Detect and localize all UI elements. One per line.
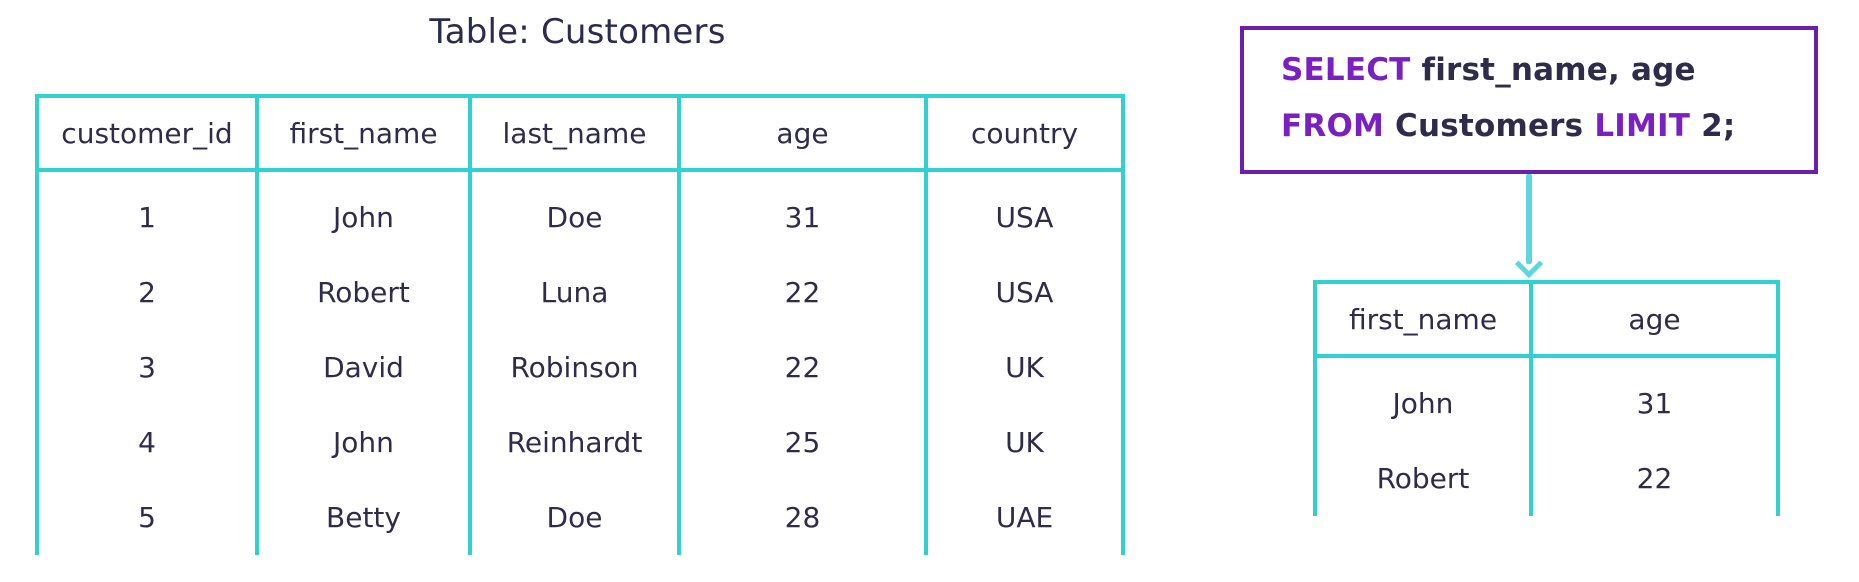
table-cell: Betty [255, 480, 472, 555]
table-cell: 22 [677, 330, 928, 405]
header-country: country [924, 94, 1125, 172]
table-cell: Robert [255, 255, 472, 330]
sql-select-columns: first_name, age [1410, 52, 1696, 88]
table-row: 3 David Robinson 22 UK [35, 330, 1125, 405]
query-line-1: SELECT first_name, age [1281, 52, 1696, 88]
sql-query-box: SELECT first_name, age FROM Customers LI… [1240, 26, 1818, 174]
header-age: age [677, 94, 928, 172]
sql-table-name: Customers [1384, 108, 1595, 144]
table-cell: Luna [468, 255, 681, 330]
table-cell: John [1313, 356, 1533, 441]
table-cell: 28 [677, 480, 928, 555]
table-cell: 22 [1529, 441, 1780, 516]
sql-keyword-limit: LIMIT [1594, 108, 1691, 144]
table-cell: 2 [35, 255, 259, 330]
result-table: first_name age John 31 Robert 22 [1313, 280, 1780, 516]
header-customer-id: customer_id [35, 94, 259, 172]
table-row: John 31 [1313, 356, 1780, 441]
arrow-head [1514, 249, 1544, 279]
table-cell: John [255, 405, 472, 480]
table-cell: 5 [35, 480, 259, 555]
table-cell: Robert [1313, 441, 1533, 516]
table-cell: 31 [1529, 356, 1780, 441]
arrow-shaft [1526, 174, 1532, 264]
result-header-row: first_name age [1313, 280, 1780, 358]
table-cell: USA [924, 255, 1125, 330]
table-cell: 1 [35, 170, 259, 255]
table-cell: 31 [677, 170, 928, 255]
table-row: 1 John Doe 31 USA [35, 170, 1125, 255]
sql-limit-value: 2; [1690, 108, 1736, 144]
result-header-age: age [1529, 280, 1780, 358]
table-cell: 4 [35, 405, 259, 480]
customers-table: customer_id first_name last_name age cou… [35, 94, 1125, 555]
table-cell: 25 [677, 405, 928, 480]
customers-header-row: customer_id first_name last_name age cou… [35, 94, 1125, 172]
table-cell: 22 [677, 255, 928, 330]
table-cell: Doe [468, 170, 681, 255]
table-row: 5 Betty Doe 28 UAE [35, 480, 1125, 555]
table-row: Robert 22 [1313, 441, 1780, 516]
table-cell: Robinson [468, 330, 681, 405]
table-cell: UAE [924, 480, 1125, 555]
table-cell: David [255, 330, 472, 405]
table-row: 2 Robert Luna 22 USA [35, 255, 1125, 330]
table-cell: USA [924, 170, 1125, 255]
table-cell: 3 [35, 330, 259, 405]
result-header-first-name: first_name [1313, 280, 1533, 358]
table-row: 4 John Reinhardt 25 UK [35, 405, 1125, 480]
table-title: Table: Customers [429, 12, 726, 52]
table-cell: UK [924, 330, 1125, 405]
query-line-2: FROM Customers LIMIT 2; [1281, 108, 1736, 144]
table-cell: UK [924, 405, 1125, 480]
header-first-name: first_name [255, 94, 472, 172]
header-last-name: last_name [468, 94, 681, 172]
table-cell: Reinhardt [468, 405, 681, 480]
table-cell: John [255, 170, 472, 255]
sql-keyword-from: FROM [1281, 108, 1385, 144]
sql-keyword-select: SELECT [1281, 52, 1411, 88]
table-cell: Doe [468, 480, 681, 555]
